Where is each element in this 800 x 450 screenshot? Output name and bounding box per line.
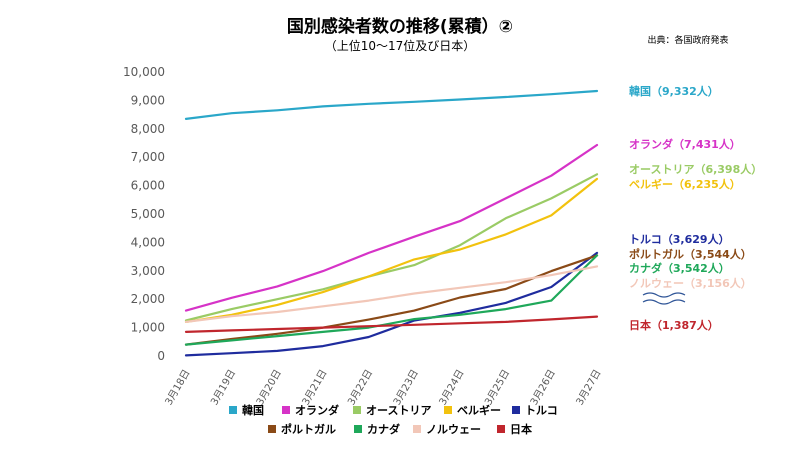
series-line-7 — [184, 265, 599, 323]
end-label: トルコ（3,629人） — [629, 232, 730, 246]
legend-swatch — [354, 425, 362, 433]
legend-swatch — [353, 406, 361, 414]
series-line-4 — [184, 251, 599, 357]
chart-title: 国別感染者数の推移(累積）② — [287, 16, 513, 37]
chart-subtitle: （上位10～17位及び日本） — [325, 38, 476, 53]
legend-swatch — [413, 425, 421, 433]
x-tick-label: 3月20日 — [254, 368, 284, 408]
y-tick-label: 10,000 — [123, 65, 165, 79]
legend-label: ノルウェー — [426, 423, 481, 436]
legend-label: ベルギー — [457, 403, 501, 417]
x-tick-label: 3月25日 — [482, 367, 512, 407]
y-tick-label: 7,000 — [131, 150, 165, 164]
legend-label: トルコ — [525, 404, 558, 417]
x-tick-label: 3月24日 — [437, 368, 467, 408]
legend-label: オランダ — [295, 403, 339, 417]
y-tick-label: 8,000 — [131, 122, 165, 136]
legend-label: 韓国 — [242, 403, 264, 417]
legend-swatch — [497, 425, 505, 433]
x-axis: 3月18日 3月19日 3月20日 3月21日 3月22日 3月23日 3月24日 3月25日… — [163, 367, 604, 407]
end-label: ポルトガル（3,544人） — [629, 247, 752, 261]
legend-swatch — [512, 406, 520, 414]
x-tick-label: 3月27日 — [574, 368, 604, 408]
x-tick-label: 3月21日 — [300, 368, 330, 408]
end-label: 韓国（9,332人） — [629, 84, 719, 98]
series-line-1 — [184, 143, 599, 312]
legend-swatch — [444, 406, 452, 414]
y-tick-label: 2,000 — [131, 292, 165, 306]
series-line-6 — [184, 254, 599, 346]
legend-label: カナダ — [367, 422, 400, 436]
end-label: カナダ（3,542人） — [629, 261, 730, 275]
legend-swatch — [282, 406, 290, 414]
legend-swatch — [268, 425, 276, 433]
end-label: 日本（1,387人） — [629, 318, 719, 332]
y-axis: 0 1,000 2,000 3,000 4,000 5,000 6,000 7,000 8,00… — [123, 65, 165, 363]
x-tick-label: 3月22日 — [345, 368, 375, 408]
y-tick-label: 4,000 — [131, 235, 165, 249]
y-tick-label: 6,000 — [131, 179, 165, 193]
legend-swatch — [229, 406, 237, 414]
series-line-3 — [184, 177, 599, 323]
x-tick-label: 3月19日 — [208, 368, 238, 408]
end-label: オーストリア（6,398人） — [629, 162, 762, 176]
end-label: オランダ（7,431人） — [629, 137, 741, 151]
source-note: 出典：各国政府発表 — [647, 34, 728, 46]
series-line-5 — [184, 254, 599, 346]
series-lines — [184, 89, 599, 357]
x-tick-label: 3月26日 — [528, 368, 558, 408]
end-label: ノルウェー（3,156人） — [629, 276, 752, 290]
legend-label: 日本 — [510, 422, 532, 436]
x-tick-label: 3月18日 — [163, 368, 193, 408]
series-line-0 — [184, 89, 599, 121]
y-tick-label: 3,000 — [131, 264, 165, 278]
legend-label: オーストリア — [366, 404, 431, 417]
wavy-connector — [642, 292, 686, 305]
y-tick-label: 0 — [157, 349, 165, 363]
y-tick-label: 5,000 — [131, 207, 165, 221]
series-line-8 — [184, 315, 599, 333]
x-tick-label: 3月23日 — [391, 368, 421, 408]
end-labels: 韓国（9,332人） オランダ（7,431人） オーストリア（6,398人）ベルギー… — [629, 84, 762, 332]
legend-label: ポルトガル — [281, 422, 336, 436]
series-line-2 — [184, 173, 599, 322]
end-label: ベルギー（6,235人） — [629, 177, 741, 191]
y-tick-label: 9,000 — [131, 93, 165, 107]
y-tick-label: 1,000 — [131, 321, 165, 335]
